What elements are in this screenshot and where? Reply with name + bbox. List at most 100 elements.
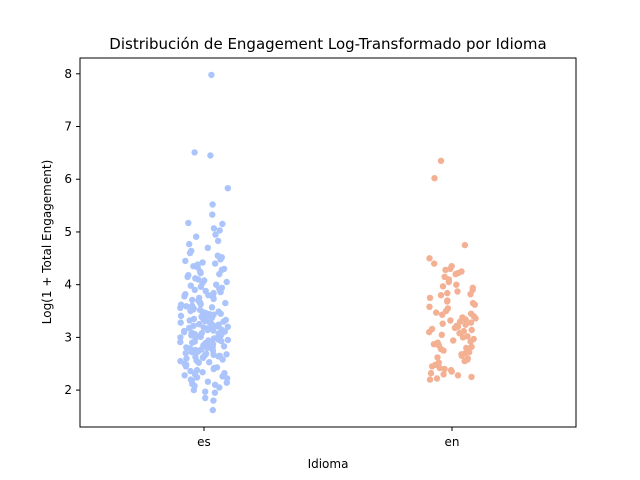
data-point-es bbox=[197, 283, 205, 290]
data-point-en bbox=[467, 319, 475, 326]
data-point-en bbox=[472, 315, 479, 322]
data-point-es bbox=[211, 389, 219, 396]
data-point-en bbox=[438, 331, 445, 338]
data-point-es bbox=[222, 299, 229, 307]
data-point-en bbox=[430, 341, 438, 348]
data-point-es bbox=[208, 304, 216, 311]
data-point-en bbox=[433, 375, 441, 382]
plot-frame bbox=[79, 57, 577, 428]
data-point-es bbox=[211, 260, 219, 267]
data-point-es bbox=[219, 220, 226, 228]
data-point-es bbox=[197, 333, 204, 341]
data-point-en bbox=[444, 298, 451, 305]
data-point-es bbox=[210, 397, 217, 404]
data-point-es bbox=[193, 374, 201, 381]
data-point-es bbox=[183, 303, 190, 310]
data-point-en bbox=[468, 326, 475, 334]
x-tick-label-es: es bbox=[197, 435, 211, 449]
data-point-en bbox=[426, 294, 434, 302]
data-point-en bbox=[433, 309, 440, 316]
data-point-es bbox=[208, 71, 215, 79]
data-point-en bbox=[431, 260, 438, 267]
data-point-es bbox=[189, 339, 196, 346]
data-point-es bbox=[177, 312, 185, 319]
data-point-en bbox=[445, 278, 452, 286]
data-point-es bbox=[210, 365, 217, 373]
data-point-en bbox=[439, 283, 447, 290]
x-axis-label: Idioma bbox=[308, 457, 349, 471]
data-point-es bbox=[184, 273, 191, 280]
data-point-es bbox=[199, 259, 206, 266]
data-point-es bbox=[181, 372, 188, 379]
y-tick-label: 5 bbox=[64, 225, 72, 239]
data-point-en bbox=[467, 338, 474, 345]
data-point-es bbox=[190, 386, 197, 394]
data-point-es bbox=[182, 257, 189, 265]
data-point-es bbox=[223, 278, 230, 286]
data-point-es bbox=[216, 227, 223, 234]
data-point-es bbox=[217, 310, 224, 317]
data-point-en bbox=[437, 157, 445, 164]
data-point-en bbox=[453, 281, 460, 288]
y-tick-label: 8 bbox=[64, 67, 72, 81]
y-axis-label: Log(1 + Total Engagement) bbox=[40, 160, 54, 325]
data-point-en bbox=[436, 364, 443, 372]
data-point-en bbox=[454, 372, 462, 379]
data-point-es bbox=[220, 318, 227, 325]
data-point-es bbox=[209, 406, 216, 414]
data-point-en bbox=[467, 291, 474, 298]
data-point-es bbox=[216, 384, 223, 391]
data-point-en bbox=[439, 311, 446, 318]
data-point-es bbox=[210, 327, 217, 334]
data-point-es bbox=[223, 351, 230, 358]
data-point-es bbox=[177, 319, 184, 326]
data-points bbox=[177, 71, 479, 414]
data-point-es bbox=[210, 225, 218, 232]
data-point-es bbox=[224, 336, 232, 344]
data-point-es bbox=[207, 152, 214, 159]
data-point-en bbox=[428, 363, 436, 370]
y-tick-label: 4 bbox=[64, 278, 72, 292]
data-point-es bbox=[204, 344, 211, 352]
data-point-es bbox=[189, 296, 196, 304]
data-point-es bbox=[186, 317, 193, 324]
data-point-en bbox=[447, 317, 454, 324]
y-axis: 2 3 4 5 6 7 8 bbox=[64, 67, 80, 397]
data-point-en bbox=[471, 301, 478, 308]
data-point-en bbox=[426, 328, 433, 336]
data-point-en bbox=[437, 292, 445, 299]
y-tick-label: 7 bbox=[64, 120, 72, 134]
data-point-en bbox=[426, 255, 433, 262]
data-point-en bbox=[454, 288, 461, 295]
data-point-es bbox=[219, 356, 226, 363]
data-point-en bbox=[461, 357, 468, 365]
data-point-es bbox=[206, 359, 213, 366]
y-tick-label: 3 bbox=[64, 330, 72, 344]
data-point-en bbox=[458, 352, 465, 359]
data-point-en bbox=[448, 368, 455, 375]
data-point-es bbox=[223, 379, 230, 386]
data-point-en bbox=[440, 347, 447, 354]
data-point-es bbox=[182, 350, 189, 357]
data-point-es bbox=[177, 338, 184, 346]
data-point-es bbox=[209, 201, 216, 208]
data-point-es bbox=[224, 185, 231, 192]
data-point-es bbox=[183, 355, 190, 362]
chart-title: Distribución de Engagement Log-Transform… bbox=[109, 35, 546, 53]
data-point-es bbox=[186, 240, 193, 248]
data-point-es bbox=[187, 282, 194, 289]
data-point-es bbox=[181, 293, 188, 300]
x-tick-label-en: en bbox=[445, 435, 460, 449]
data-point-es bbox=[204, 378, 212, 385]
data-point-en bbox=[462, 316, 469, 323]
data-point-es bbox=[195, 359, 202, 366]
data-point-en bbox=[456, 330, 463, 337]
data-point-es bbox=[209, 211, 216, 218]
data-point-en bbox=[468, 373, 475, 381]
y-tick-label: 2 bbox=[64, 383, 72, 397]
data-point-es bbox=[191, 149, 198, 156]
data-point-en bbox=[431, 175, 438, 182]
data-point-es bbox=[218, 337, 225, 345]
data-point-es bbox=[220, 343, 228, 350]
data-point-es bbox=[196, 321, 203, 328]
